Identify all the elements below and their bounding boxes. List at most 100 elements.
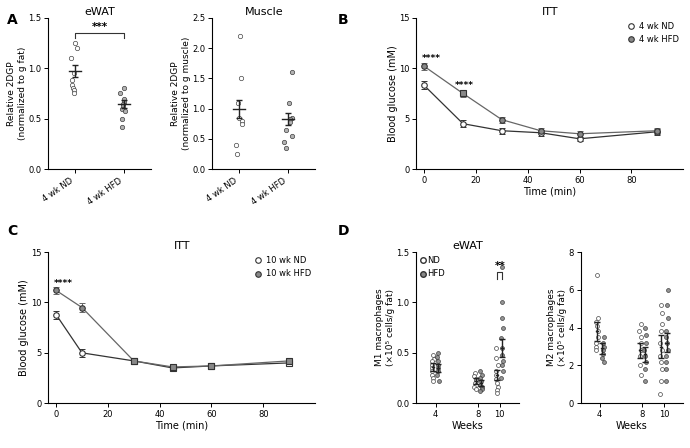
- Point: [597, 339, 608, 346]
- Point: [433, 362, 444, 369]
- Point: [635, 347, 647, 354]
- Text: ****: ****: [422, 54, 440, 63]
- Point: [654, 390, 665, 397]
- Point: [660, 333, 671, 340]
- Point: [635, 320, 646, 327]
- Point: [427, 351, 438, 358]
- Point: [469, 370, 480, 377]
- Point: [497, 299, 508, 306]
- Point: [591, 347, 602, 354]
- Point: [471, 378, 482, 385]
- Text: ****: ****: [54, 280, 72, 289]
- Y-axis label: Relative 2DGP
(normalized to g fat): Relative 2DGP (normalized to g fat): [7, 47, 27, 140]
- Text: A: A: [7, 13, 18, 27]
- Point: [118, 100, 129, 107]
- Legend: ND, HFD: ND, HFD: [420, 256, 445, 279]
- Point: [491, 375, 502, 383]
- Point: [491, 387, 502, 394]
- Legend: 10 wk ND, 10 wk HFD: 10 wk ND, 10 wk HFD: [253, 256, 311, 279]
- Point: [118, 98, 129, 105]
- Point: [593, 328, 604, 335]
- Point: [116, 105, 127, 112]
- 4 wk HFD: [497, 117, 506, 122]
- 4 wk HFD: [537, 128, 545, 134]
- Point: [284, 116, 295, 123]
- Point: [232, 151, 243, 158]
- Point: [598, 343, 609, 350]
- X-axis label: Time (min): Time (min): [155, 421, 208, 431]
- 4 wk ND: [653, 129, 661, 134]
- Point: [656, 366, 667, 373]
- Title: eWAT: eWAT: [84, 7, 115, 17]
- Point: [475, 375, 486, 382]
- Point: [66, 55, 77, 62]
- Point: [640, 366, 651, 373]
- Point: [281, 144, 292, 151]
- Point: [635, 371, 646, 379]
- Point: [477, 386, 488, 393]
- Point: [69, 39, 80, 47]
- Line: 10 wk ND: 10 wk ND: [53, 312, 85, 356]
- Point: [470, 382, 481, 389]
- Point: [598, 347, 609, 354]
- Point: [474, 388, 485, 395]
- Point: [492, 362, 503, 369]
- Point: [591, 343, 602, 350]
- Point: [497, 367, 509, 375]
- Point: [470, 386, 481, 393]
- Point: [432, 371, 443, 379]
- Point: [491, 354, 502, 362]
- Point: [475, 378, 486, 385]
- X-axis label: Time (min): Time (min): [523, 186, 576, 196]
- Point: [491, 371, 502, 379]
- Point: [655, 339, 666, 346]
- Point: [469, 383, 480, 391]
- Point: [593, 333, 604, 340]
- Point: [490, 367, 501, 375]
- Text: ***: ***: [92, 22, 108, 32]
- Point: [635, 333, 647, 340]
- Point: [231, 141, 242, 148]
- 4 wk ND: [497, 128, 506, 134]
- 10 wk HFD: [78, 305, 86, 310]
- Point: [117, 115, 128, 122]
- Point: [237, 120, 248, 127]
- Point: [656, 358, 667, 365]
- Point: [638, 347, 649, 354]
- Text: B: B: [338, 13, 348, 27]
- Point: [496, 334, 507, 341]
- Point: [640, 332, 651, 339]
- Point: [284, 118, 295, 125]
- Point: [660, 328, 671, 335]
- 4 wk HFD: [575, 131, 584, 137]
- Point: [428, 355, 439, 362]
- Point: [69, 90, 80, 97]
- X-axis label: Weeks: Weeks: [452, 421, 484, 431]
- Point: [427, 378, 438, 385]
- Point: [237, 117, 248, 124]
- Legend: 4 wk ND, 4 wk HFD: 4 wk ND, 4 wk HFD: [627, 22, 679, 44]
- Point: [475, 367, 486, 375]
- Y-axis label: Blood glucose (mM): Blood glucose (mM): [388, 45, 397, 142]
- Point: [641, 358, 652, 365]
- Point: [598, 358, 609, 365]
- 4 wk HFD: [653, 128, 661, 134]
- 10 wk HFD: [52, 288, 60, 293]
- Y-axis label: Blood glucose (mM): Blood glucose (mM): [19, 279, 30, 376]
- Point: [640, 324, 651, 331]
- Point: [592, 271, 603, 278]
- Point: [68, 70, 79, 77]
- Point: [286, 132, 297, 139]
- Point: [655, 328, 666, 335]
- Point: [235, 75, 246, 82]
- Point: [662, 339, 673, 346]
- Point: [492, 383, 503, 391]
- Point: [639, 377, 650, 384]
- Point: [660, 377, 671, 384]
- Point: [280, 126, 291, 134]
- Point: [662, 347, 673, 354]
- Point: [433, 364, 444, 371]
- Point: [234, 32, 245, 39]
- Text: **: **: [494, 261, 505, 271]
- Y-axis label: Relative 2DGP
(normalized to g muscle): Relative 2DGP (normalized to g muscle): [171, 37, 191, 150]
